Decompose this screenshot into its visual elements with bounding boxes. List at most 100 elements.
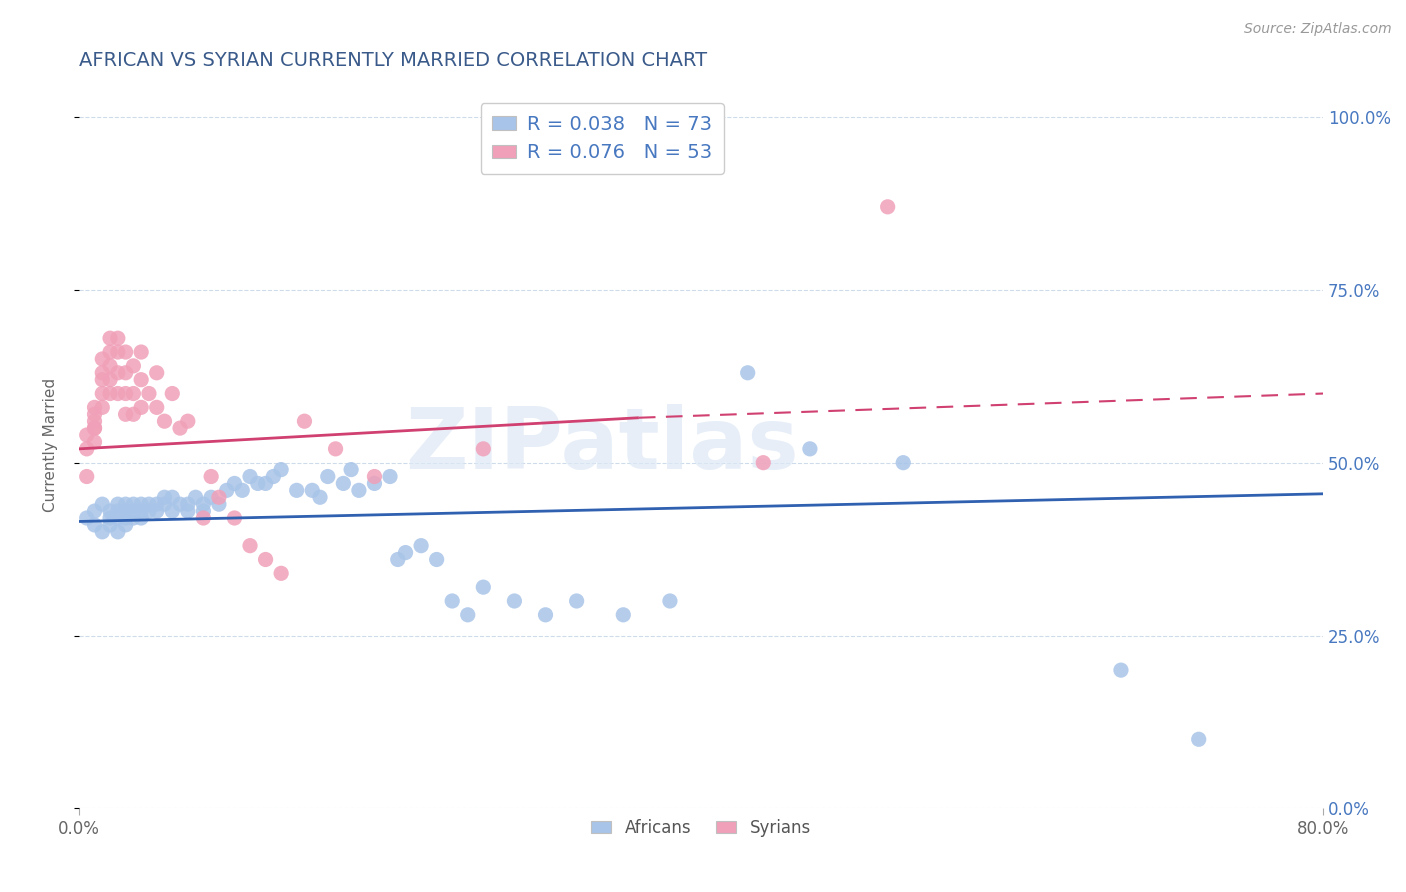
Point (472, 442, 495, 456)
Point (83, 504, 105, 518)
Point (98, 359, 121, 373)
Point (441, 594, 464, 608)
Point (534, 607, 557, 622)
Point (129, 497, 152, 511)
Point (215, 483, 238, 498)
Point (98, 517, 121, 532)
Point (129, 401, 152, 415)
Text: Source: ZipAtlas.com: Source: ZipAtlas.com (1244, 22, 1392, 37)
Point (107, 497, 129, 511)
Point (138, 386, 160, 401)
Point (162, 490, 184, 504)
Point (114, 504, 136, 518)
Point (145, 366, 167, 380)
Point (270, 566, 292, 581)
Point (325, 442, 347, 456)
Point (332, 476, 354, 491)
Point (76, 511, 98, 525)
Point (129, 504, 152, 518)
Point (114, 497, 136, 511)
Point (153, 414, 176, 428)
Point (83, 517, 105, 532)
Point (378, 469, 401, 483)
Point (98, 386, 121, 401)
Point (138, 504, 160, 518)
Point (426, 552, 449, 566)
Text: AFRICAN VS SYRIAN CURRENTLY MARRIED CORRELATION CHART: AFRICAN VS SYRIAN CURRENTLY MARRIED CORR… (79, 51, 707, 70)
Point (91, 366, 114, 380)
Point (394, 545, 416, 559)
Point (129, 345, 152, 359)
Point (169, 497, 191, 511)
Point (239, 469, 262, 483)
Point (612, 607, 634, 622)
Point (83, 414, 105, 428)
Point (98, 504, 121, 518)
Point (363, 469, 385, 483)
Point (91, 401, 114, 415)
Point (224, 511, 246, 525)
Point (122, 407, 145, 421)
Point (169, 421, 191, 435)
Point (503, 594, 526, 608)
Point (114, 366, 136, 380)
Point (107, 331, 129, 345)
Point (177, 504, 200, 518)
Point (193, 511, 215, 525)
Point (200, 469, 222, 483)
Point (145, 504, 167, 518)
Point (129, 511, 152, 525)
Point (145, 497, 167, 511)
Point (294, 414, 316, 428)
Point (193, 504, 215, 518)
Point (98, 511, 121, 525)
Point (114, 504, 136, 518)
Point (83, 434, 105, 449)
Point (387, 552, 409, 566)
Point (138, 497, 160, 511)
Point (76, 428, 98, 442)
Point (114, 386, 136, 401)
Point (347, 483, 370, 498)
Point (1109, 663, 1132, 677)
Point (208, 490, 231, 504)
Point (114, 345, 136, 359)
Point (200, 490, 222, 504)
Point (107, 345, 129, 359)
Point (876, 200, 898, 214)
Point (98, 331, 121, 345)
Point (285, 483, 308, 498)
Point (177, 497, 200, 511)
Point (98, 373, 121, 387)
Point (145, 401, 167, 415)
Point (316, 469, 339, 483)
Point (262, 469, 284, 483)
Point (83, 421, 105, 435)
Point (122, 504, 145, 518)
Point (472, 580, 495, 594)
Point (122, 359, 145, 373)
Point (162, 504, 184, 518)
Point (184, 490, 207, 504)
Point (91, 497, 114, 511)
Point (411, 539, 433, 553)
Point (83, 401, 105, 415)
Point (301, 483, 323, 498)
Point (122, 386, 145, 401)
Point (114, 517, 136, 532)
Point (107, 504, 129, 518)
Point (208, 497, 231, 511)
Point (162, 386, 184, 401)
Point (340, 462, 363, 476)
Point (91, 351, 114, 366)
Point (246, 476, 269, 491)
Point (129, 373, 152, 387)
Point (83, 407, 105, 421)
Legend: Africans, Syrians: Africans, Syrians (585, 813, 817, 844)
Point (98, 345, 121, 359)
Point (224, 476, 246, 491)
Point (91, 373, 114, 387)
Point (114, 407, 136, 421)
Text: ZIPatlas: ZIPatlas (405, 404, 799, 487)
Point (1188, 732, 1211, 747)
